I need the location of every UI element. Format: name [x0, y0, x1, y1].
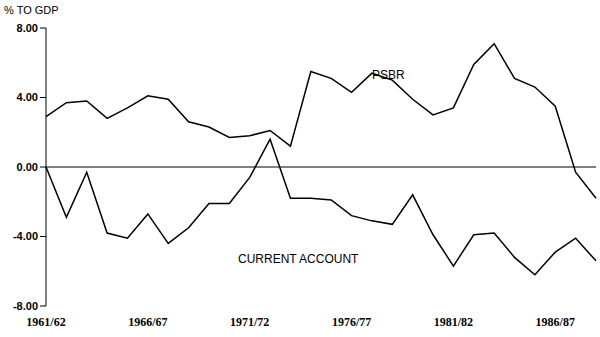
svg-text:1966/67: 1966/67 [128, 315, 167, 329]
svg-text:1981/82: 1981/82 [434, 315, 473, 329]
svg-text:-8.00: -8.00 [13, 300, 38, 312]
svg-text:0.00: 0.00 [17, 161, 38, 173]
svg-text:1976/77: 1976/77 [332, 315, 371, 329]
svg-text:8.00: 8.00 [17, 22, 38, 34]
html-text:PSBR: PSBR [372, 68, 405, 82]
svg-text:1986/87: 1986/87 [536, 315, 575, 329]
svg-text:4.00: 4.00 [17, 91, 38, 103]
svg-text:-4.00: -4.00 [13, 230, 38, 242]
svg-text:1961/62: 1961/62 [26, 315, 65, 329]
html-text:% TO GDP: % TO GDP [4, 4, 59, 16]
html-text:CURRENT ACCOUNT: CURRENT ACCOUNT [238, 252, 359, 266]
svg-text:1971/72: 1971/72 [230, 315, 269, 329]
